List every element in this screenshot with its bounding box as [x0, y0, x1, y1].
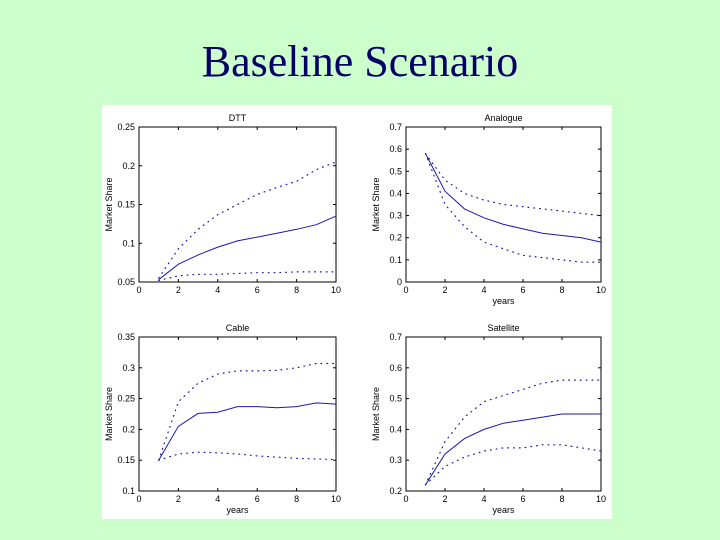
- dtt-xtick-label: 6: [255, 285, 260, 295]
- analogue-ytick-label: 0.4: [389, 188, 402, 198]
- satellite-ytick-label: 0.7: [389, 332, 402, 342]
- analogue-ytick-label: 0.3: [389, 211, 402, 221]
- dtt-ytick-label: 0.2: [122, 161, 135, 171]
- cable-xtick-label: 10: [331, 494, 341, 504]
- satellite-ytick-label: 0.5: [389, 394, 402, 404]
- dtt-ylabel: Market Share: [104, 177, 114, 231]
- satellite-xtick-label: 4: [481, 494, 486, 504]
- cable-xtick-label: 2: [176, 494, 181, 504]
- satellite-xtick-label: 10: [596, 494, 606, 504]
- satellite-ytick-label: 0.2: [389, 486, 402, 496]
- dtt-xtick-label: 8: [294, 285, 299, 295]
- cable-series-2-line: [158, 451, 337, 461]
- analogue-ytick-label: 0.5: [389, 166, 402, 176]
- cable-series-0-line: [158, 402, 337, 461]
- analogue-ytick-label: 0.6: [389, 144, 402, 154]
- analogue-xtick-label: 2: [442, 285, 447, 295]
- cable-title: Cable: [226, 323, 250, 333]
- analogue-ytick-label: 0.7: [389, 122, 402, 132]
- cable-xtick-label: 0: [136, 494, 141, 504]
- analogue-ylabel: Market Share: [371, 177, 381, 231]
- analogue-ytick-label: 0.1: [389, 255, 402, 265]
- analogue-axes-box: [405, 126, 602, 283]
- analogue-ytick-label: 0.2: [389, 233, 402, 243]
- analogue-series-0-line: [425, 153, 602, 243]
- satellite-xtick-label: 2: [442, 494, 447, 504]
- analogue-title: Analogue: [484, 113, 522, 123]
- satellite-xtick-label: 0: [403, 494, 408, 504]
- analogue-xtick-label: 6: [520, 285, 525, 295]
- cable-axes-box: [138, 336, 337, 492]
- dtt-ytick-label: 0.1: [122, 238, 135, 248]
- slide-title: Baseline Scenario: [201, 37, 519, 86]
- dtt-xtick-label: 10: [331, 285, 341, 295]
- satellite-ylabel: Market Share: [371, 387, 381, 441]
- analogue-xtick-label: 8: [559, 285, 564, 295]
- figure: DTT 0 2 4 6 8 10 0.05 0.1 0.15 0.2 0.25 Market Share…: [102, 105, 612, 519]
- cable-xtick-label: 6: [255, 494, 260, 504]
- cable-series-1-line: [158, 362, 337, 461]
- cable-xtick-label: 8: [294, 494, 299, 504]
- cable-ytick-label: 0.2: [122, 424, 135, 434]
- dtt-ytick-label: 0.05: [117, 277, 135, 287]
- cable-ytick-label: 0.35: [117, 332, 135, 342]
- satellite-ytick-label: 0.4: [389, 424, 402, 434]
- dtt-xtick-label: 4: [215, 285, 220, 295]
- cable-ylabel: Market Share: [104, 387, 114, 441]
- analogue-xtick-label: 10: [596, 285, 606, 295]
- cable-ytick-label: 0.25: [117, 394, 135, 404]
- dtt-series-2-line: [158, 271, 337, 282]
- analogue-xlabel: years: [492, 296, 515, 306]
- dtt-title: DTT: [229, 113, 247, 123]
- analogue-series-1-line: [424, 152, 602, 217]
- analogue-ytick-label: 0: [397, 277, 402, 287]
- satellite-ytick-label: 0.3: [389, 455, 402, 465]
- dtt-ytick-label: 0.25: [117, 122, 135, 132]
- dtt-ytick-label: 0.15: [117, 200, 135, 210]
- dtt-xtick-label: 2: [176, 285, 181, 295]
- analogue-xtick-label: 4: [481, 285, 486, 295]
- cable-ytick-label: 0.1: [122, 486, 135, 496]
- dtt-series-0-line: [158, 215, 337, 281]
- analogue-xtick-label: 0: [403, 285, 408, 295]
- satellite-xlabel: years: [492, 505, 515, 515]
- satellite-series-0-line: [425, 413, 601, 486]
- satellite-series-1-line: [424, 379, 602, 486]
- cable-xtick-label: 4: [215, 494, 220, 504]
- satellite-xtick-label: 8: [559, 494, 564, 504]
- cable-ytick-label: 0.3: [122, 363, 135, 373]
- satellite-xtick-label: 6: [520, 494, 525, 504]
- cable-xlabel: years: [226, 505, 249, 515]
- cable-ytick-label: 0.15: [117, 455, 135, 465]
- analogue-series-2-line: [424, 152, 602, 263]
- dtt-xtick-label: 0: [136, 285, 141, 295]
- satellite-title: Satellite: [487, 323, 519, 333]
- satellite-series-2-line: [424, 444, 602, 486]
- satellite-ytick-label: 0.6: [389, 363, 402, 373]
